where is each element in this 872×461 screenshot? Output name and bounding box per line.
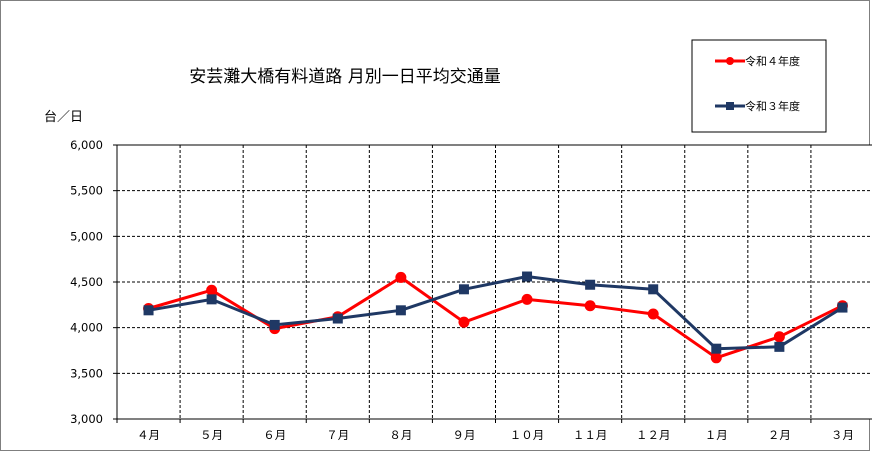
x-tick-label: ６月 <box>263 428 286 442</box>
x-tick-label: １月 <box>705 428 728 442</box>
y-tick-label: 5,500 <box>70 184 103 198</box>
data-point <box>521 293 533 305</box>
x-axis-ticks: ４月 ５月 ６月 ７月 ８月 ９月 １０月 １１月 １２月 １月 ２月 ３月 <box>116 419 854 442</box>
x-tick-label: １１月 <box>573 428 608 442</box>
data-point <box>269 319 280 330</box>
y-axis-unit-label: 台／日 <box>44 110 83 125</box>
y-tick-label: 3,000 <box>70 412 103 426</box>
legend-entry-2: 令和３年度 <box>715 99 800 113</box>
data-point <box>773 331 785 343</box>
x-tick-label: １２月 <box>636 428 671 442</box>
x-tick-label: ９月 <box>452 428 475 442</box>
legend-label: 令和４年度 <box>745 54 800 68</box>
data-point <box>458 284 469 295</box>
data-point <box>395 271 407 283</box>
legend-marker <box>726 102 734 110</box>
data-point <box>711 343 722 354</box>
x-tick-label: ８月 <box>389 428 412 442</box>
x-tick-label: ２月 <box>768 428 791 442</box>
data-point <box>774 341 785 352</box>
grid-lines <box>117 145 872 419</box>
data-point <box>585 279 596 290</box>
data-point <box>710 352 722 364</box>
data-point <box>143 305 154 316</box>
data-point <box>837 302 848 313</box>
chart-title: 安芸灘大橋有料道路 月別一日平均交通量 <box>189 67 500 87</box>
x-tick-label: ４月 <box>137 428 160 442</box>
data-point <box>458 316 470 328</box>
x-tick-label: ７月 <box>326 428 349 442</box>
legend-marker <box>726 57 734 65</box>
y-axis-ticks: 3,000 3,500 4,000 4,500 5,000 5,500 6,000 <box>70 138 117 426</box>
x-tick-label: ３月 <box>831 428 854 442</box>
x-tick-label: １０月 <box>510 428 545 442</box>
legend-label: 令和３年度 <box>745 99 800 113</box>
data-point <box>522 271 533 282</box>
y-tick-label: 6,000 <box>70 138 103 152</box>
legend-entry-1: 令和４年度 <box>715 54 800 68</box>
series-line <box>148 275 844 351</box>
data-point <box>648 284 659 295</box>
data-point <box>395 305 406 316</box>
y-tick-label: 3,500 <box>70 366 103 380</box>
data-point <box>206 284 218 296</box>
data-point <box>206 294 217 305</box>
series-layer <box>143 271 848 364</box>
data-point <box>647 308 659 320</box>
data-point <box>584 300 596 312</box>
legend-box <box>691 39 827 133</box>
series-2 <box>143 271 848 354</box>
data-point <box>332 313 343 324</box>
y-tick-label: 5,000 <box>70 229 103 243</box>
y-tick-label: 4,000 <box>70 321 103 335</box>
x-tick-label: ５月 <box>200 428 223 442</box>
y-tick-label: 4,500 <box>70 275 103 289</box>
